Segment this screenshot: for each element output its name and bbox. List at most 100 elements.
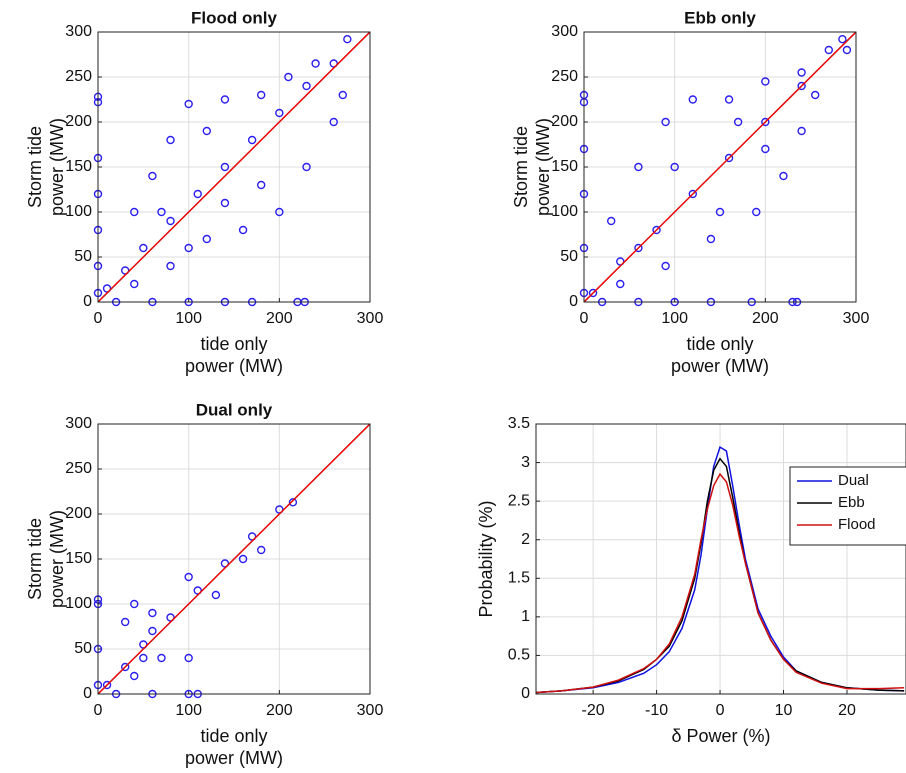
y-tick-label: 200	[65, 505, 92, 522]
y-tick-label: 250	[65, 460, 92, 477]
point	[588, 288, 598, 298]
point	[166, 216, 175, 226]
point	[724, 95, 734, 104]
point	[634, 243, 643, 253]
y-tick-label: 0	[521, 685, 530, 702]
point	[275, 207, 284, 217]
y-tick-label: 1	[521, 608, 530, 625]
point	[220, 559, 230, 568]
y-tick-label: 2	[521, 531, 530, 548]
x-tick-label: 100	[175, 310, 202, 327]
point	[661, 261, 670, 271]
point	[688, 95, 697, 104]
point	[838, 35, 847, 44]
point	[343, 35, 352, 44]
point	[139, 640, 148, 649]
point	[148, 171, 157, 181]
point	[607, 216, 616, 226]
x-tick-label: -20	[582, 702, 605, 719]
point	[715, 207, 725, 217]
point	[797, 68, 806, 77]
point	[761, 77, 770, 86]
y-tick-label: 0.5	[508, 647, 530, 664]
x-tick-label: 100	[661, 310, 688, 327]
x-axis-label: δ Power (%)	[671, 726, 770, 746]
reference-line	[97, 31, 371, 303]
point	[733, 117, 743, 127]
point	[302, 162, 311, 172]
y-axis-label: Storm tide	[25, 518, 45, 600]
x-tick-label: 100	[175, 702, 202, 719]
point	[102, 680, 112, 690]
point	[311, 59, 320, 68]
series-line	[535, 472, 905, 694]
y-tick-label: 300	[551, 23, 578, 40]
point	[616, 257, 625, 266]
point	[761, 144, 770, 154]
point	[130, 599, 139, 609]
point	[338, 90, 347, 100]
point	[257, 90, 266, 100]
x-tick-label: 200	[266, 702, 293, 719]
point	[120, 266, 130, 275]
y-tick-label: 2.5	[508, 492, 530, 509]
legend-label: Dual	[838, 472, 869, 489]
x-tick-label: 300	[357, 310, 384, 327]
x-tick-label: 200	[752, 310, 779, 327]
x-tick-label: 200	[266, 310, 293, 327]
point	[257, 545, 266, 555]
point	[634, 162, 643, 172]
axes-box	[97, 423, 371, 695]
point	[211, 590, 221, 600]
point	[166, 613, 175, 622]
point	[193, 586, 202, 595]
y-tick-label: 100	[65, 595, 92, 612]
y-tick-label: 150	[65, 158, 92, 175]
point	[148, 626, 157, 636]
chart-title: Ebb only	[684, 8, 756, 27]
point	[166, 261, 175, 271]
point	[661, 117, 670, 127]
point	[329, 117, 338, 127]
point	[202, 126, 212, 136]
point	[761, 117, 770, 127]
point	[616, 279, 625, 289]
axes-box	[583, 31, 857, 303]
x-tick-label: -10	[645, 702, 668, 719]
point	[797, 126, 806, 136]
point	[688, 189, 697, 199]
y-axis-label: power (MW)	[47, 510, 67, 608]
point	[706, 234, 716, 244]
y-tick-label: 1.5	[508, 570, 530, 587]
point	[139, 653, 148, 663]
chart-title: Flood only	[191, 8, 277, 27]
x-axis-label: tide only	[200, 334, 267, 354]
x-tick-label: 0	[94, 702, 103, 719]
y-axis-label: power (MW)	[47, 118, 67, 216]
point	[184, 653, 193, 663]
y-tick-label: 50	[74, 640, 92, 657]
point	[238, 225, 248, 235]
point	[120, 662, 130, 672]
x-tick-label: 300	[357, 702, 384, 719]
point	[811, 90, 820, 100]
legend-box	[789, 466, 906, 546]
y-tick-label: 250	[65, 68, 92, 85]
point	[238, 554, 248, 564]
point	[842, 45, 852, 55]
point	[824, 45, 833, 55]
x-tick-label: 20	[838, 702, 856, 719]
point	[220, 95, 230, 104]
point	[284, 72, 293, 82]
legend-label: Flood	[838, 516, 876, 533]
point	[130, 279, 139, 289]
point	[120, 617, 130, 627]
y-axis-label: Probability (%)	[476, 500, 496, 617]
point	[670, 162, 679, 172]
point	[724, 153, 734, 163]
y-tick-label: 50	[560, 248, 578, 265]
point	[302, 81, 311, 91]
y-tick-label: 3.5	[508, 415, 530, 432]
y-axis-label: Storm tide	[511, 126, 531, 208]
